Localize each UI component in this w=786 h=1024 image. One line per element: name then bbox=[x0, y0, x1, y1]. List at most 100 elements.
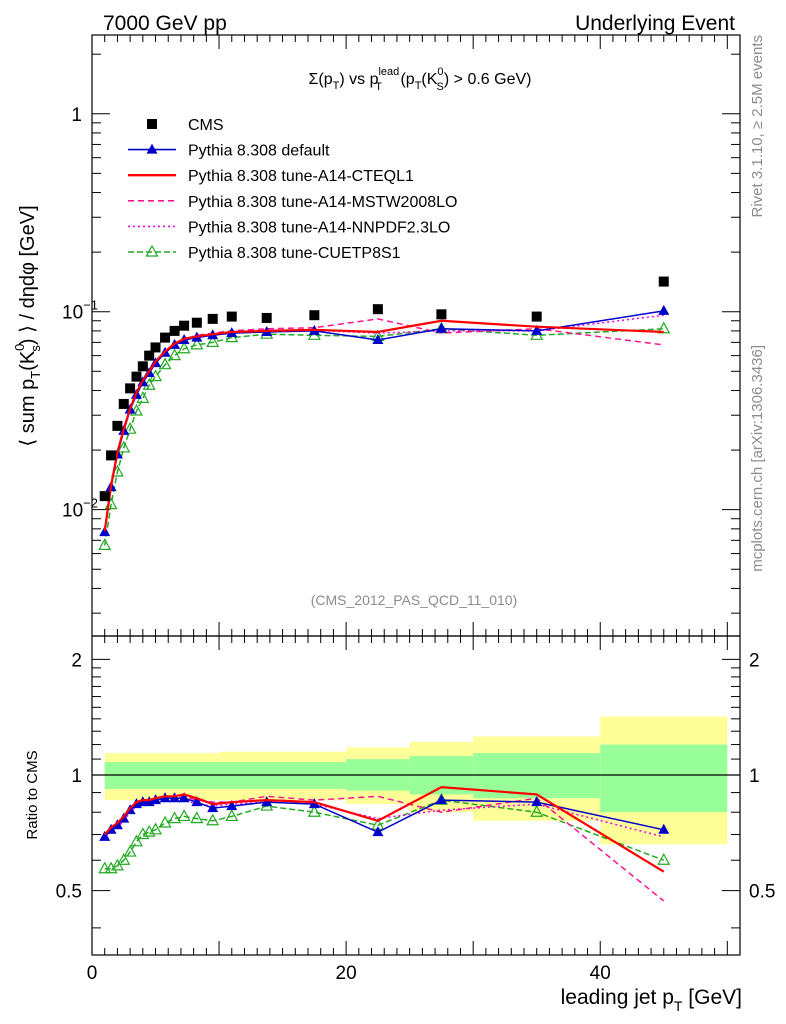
legend-marker-cuetp8s1 bbox=[145, 244, 159, 257]
legend-marker-cms bbox=[147, 119, 157, 129]
ratio-y-tick-label: 2 bbox=[71, 650, 82, 671]
series-line-cuetp8s1 bbox=[103, 328, 664, 546]
ratio-y-tick-label: 1 bbox=[71, 766, 82, 787]
ratio-y-tick-label: 0.5 bbox=[56, 882, 82, 903]
process-label: Underlying Event bbox=[575, 12, 735, 35]
ratio-point-cuetp8s1 bbox=[158, 815, 172, 828]
point-cms bbox=[436, 309, 447, 320]
legend-label-default: Pythia 8.308 default bbox=[188, 143, 330, 160]
point-cuetp8s1 bbox=[123, 421, 137, 434]
point-cms bbox=[150, 342, 161, 353]
x-tick-label: 40 bbox=[590, 963, 611, 984]
ratio-point-default bbox=[435, 794, 447, 805]
y-tick-label: 1 bbox=[71, 105, 82, 126]
point-cms bbox=[658, 276, 669, 287]
ratio-point-cuetp8s1 bbox=[129, 834, 143, 847]
ratio-point-default bbox=[99, 830, 111, 841]
point-cms bbox=[144, 350, 155, 361]
ratio-point-cuetp8s1 bbox=[168, 811, 182, 824]
ratio-point-cuetp8s1 bbox=[98, 861, 112, 874]
point-cms bbox=[261, 312, 272, 323]
legend-label-nnpdf: Pythia 8.308 tune-A14-NNPDF2.3LO bbox=[188, 219, 450, 236]
point-default bbox=[658, 304, 670, 315]
legend-label-cteql1: Pythia 8.308 tune-A14-CTEQL1 bbox=[188, 168, 414, 185]
ratio-point-default bbox=[207, 802, 219, 813]
point-cms bbox=[125, 383, 136, 394]
legend: CMS Pythia 8.308 default Pythia 8.308 tune… bbox=[128, 117, 457, 262]
point-cms bbox=[226, 311, 237, 322]
point-cms bbox=[106, 450, 117, 461]
ratio-y-tick-label-right: 2 bbox=[749, 650, 760, 671]
point-cms bbox=[99, 491, 110, 502]
point-cuetp8s1 bbox=[206, 335, 220, 347]
x-axis-title: leading jet pT [GeV] bbox=[561, 986, 742, 1014]
point-default bbox=[99, 526, 111, 537]
ratio-point-default bbox=[191, 796, 203, 807]
ratio-point-default bbox=[226, 800, 238, 811]
point-default bbox=[531, 324, 543, 335]
ratio-point-cuetp8s1 bbox=[177, 809, 191, 822]
ratio-frame bbox=[91, 635, 741, 956]
x-tick-label: 20 bbox=[336, 963, 357, 984]
ratio-point-cuetp8s1 bbox=[190, 811, 204, 824]
point-cuetp8s1 bbox=[158, 357, 172, 370]
point-default bbox=[435, 322, 447, 333]
ratio-point-default bbox=[178, 792, 190, 803]
point-cms bbox=[179, 320, 190, 331]
main-panel: 1 10−1 10−2 bbox=[62, 34, 741, 650]
mcplots-label: mcplots.cern.ch [arXiv:1306.3436] bbox=[749, 345, 766, 572]
ratio-line-cuetp8s1 bbox=[104, 799, 665, 870]
point-cuetp8s1 bbox=[177, 341, 191, 354]
point-cuetp8s1 bbox=[117, 440, 131, 453]
analysis-tag: (CMS_2012_PAS_QCD_11_010) bbox=[311, 592, 518, 608]
point-cms bbox=[112, 420, 123, 431]
energy-label: 7000 GeV pp bbox=[103, 12, 227, 35]
ratio-point-cuetp8s1 bbox=[117, 852, 131, 865]
y-axis-title-ratio: Ratio to CMS bbox=[24, 750, 41, 839]
point-cms bbox=[160, 332, 171, 343]
ratio-point-cuetp8s1 bbox=[110, 858, 124, 871]
point-cms bbox=[131, 371, 142, 382]
point-default bbox=[372, 333, 384, 344]
ratio-y-tick-label-right: 1 bbox=[749, 766, 760, 787]
series-line-default bbox=[103, 310, 664, 533]
point-cms bbox=[118, 398, 129, 409]
plot-title: Σ(pT) vs plead T (pT(K0 S) > 0.6 GeV) bbox=[309, 66, 532, 93]
point-cuetp8s1 bbox=[190, 337, 204, 350]
ratio-point-cuetp8s1 bbox=[104, 861, 118, 874]
y-axis-title-main: ⟨ sum pT(K0s) ⟩ / dηdφ [GeV] bbox=[12, 205, 43, 446]
ratio-y-tick-label-right: 0.5 bbox=[749, 882, 775, 903]
point-cuetp8s1 bbox=[129, 403, 143, 416]
point-cms bbox=[137, 361, 148, 372]
legend-label-mstw: Pythia 8.308 tune-A14-MSTW2008LO bbox=[188, 194, 457, 211]
point-cms bbox=[531, 311, 542, 322]
x-tick-label: 0 bbox=[87, 963, 98, 984]
point-cms bbox=[207, 313, 218, 324]
point-cms bbox=[169, 325, 180, 336]
ratio-point-default bbox=[372, 826, 384, 837]
series-line-cteql1 bbox=[103, 319, 664, 532]
ratio-panel: 0 20 40 2 2 1 1 0.5 0.5 bbox=[56, 635, 775, 984]
ratio-point-cuetp8s1 bbox=[149, 822, 163, 835]
ratio-line-cteql1 bbox=[103, 785, 665, 873]
y-tick-label: 10−2 bbox=[62, 496, 98, 522]
point-cuetp8s1 bbox=[98, 538, 112, 550]
point-cuetp8s1 bbox=[657, 321, 671, 334]
series-line-nnpdf bbox=[103, 314, 664, 533]
ratio-point-cuetp8s1 bbox=[206, 813, 220, 826]
ratio-point-default bbox=[531, 796, 543, 807]
rivet-label: Rivet 3.1.10, ≥ 2.5M events bbox=[749, 35, 766, 218]
y-tick-label: 10−1 bbox=[62, 298, 98, 324]
point-cuetp8s1 bbox=[168, 348, 182, 361]
point-cms bbox=[372, 304, 383, 315]
ratio-point-cuetp8s1 bbox=[225, 809, 239, 822]
legend-label-cuetp8s1: Pythia 8.308 tune-CUETP8S1 bbox=[188, 245, 401, 262]
legend-marker-default bbox=[146, 143, 158, 154]
point-cms bbox=[309, 310, 320, 321]
ratio-band-inner bbox=[600, 744, 728, 813]
ratio-point-cuetp8s1 bbox=[123, 844, 137, 857]
point-cms bbox=[191, 317, 202, 328]
ratio-point-default bbox=[658, 823, 670, 834]
ratio-point-cuetp8s1 bbox=[657, 852, 671, 865]
